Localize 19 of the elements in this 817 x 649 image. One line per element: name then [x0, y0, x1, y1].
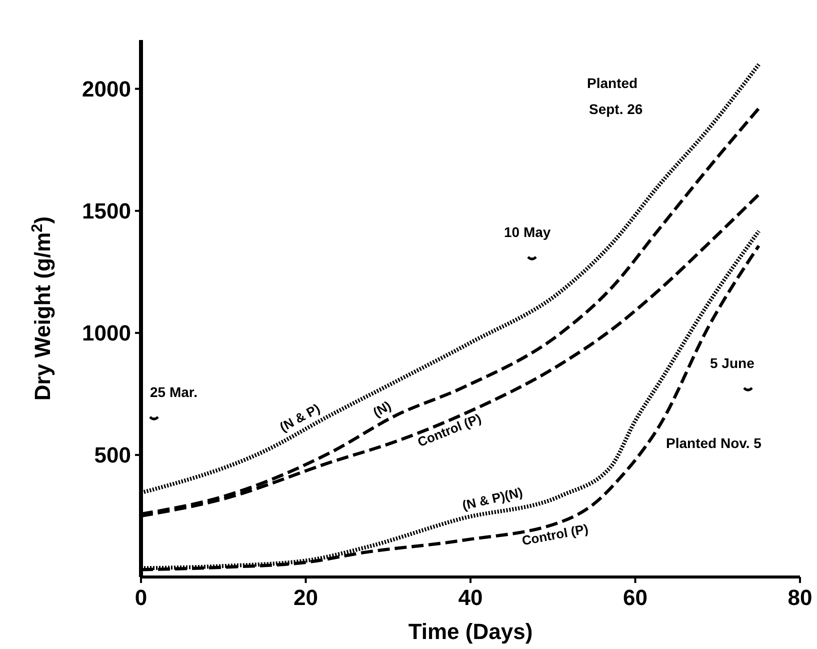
- x-tick-label: 60: [623, 585, 648, 610]
- annotation: 25 Mar.: [150, 384, 198, 400]
- text: (N): [370, 398, 394, 420]
- x-tick-label: 80: [788, 585, 812, 610]
- x-tick-label: 0: [134, 585, 148, 610]
- x-axis-title: Time (Days): [408, 619, 533, 644]
- annotation: 5 June: [710, 355, 755, 371]
- annotation: Planted Nov. 5: [666, 435, 762, 451]
- y-tick-label: 500: [94, 442, 131, 468]
- x-tick-label: 20: [294, 585, 318, 610]
- y-tick-label: 1000: [82, 320, 131, 346]
- annotation: Planted Sept. 26: [587, 75, 643, 117]
- y-tick-label: 1500: [82, 198, 131, 224]
- annotation: 10 May: [504, 224, 551, 240]
- text: (N & P)(N): [460, 484, 524, 513]
- x-tick-label: 40: [458, 585, 483, 610]
- text: (N & P): [277, 400, 322, 435]
- text: Control (P): [520, 521, 590, 548]
- y-tick-label: 2000: [82, 76, 131, 102]
